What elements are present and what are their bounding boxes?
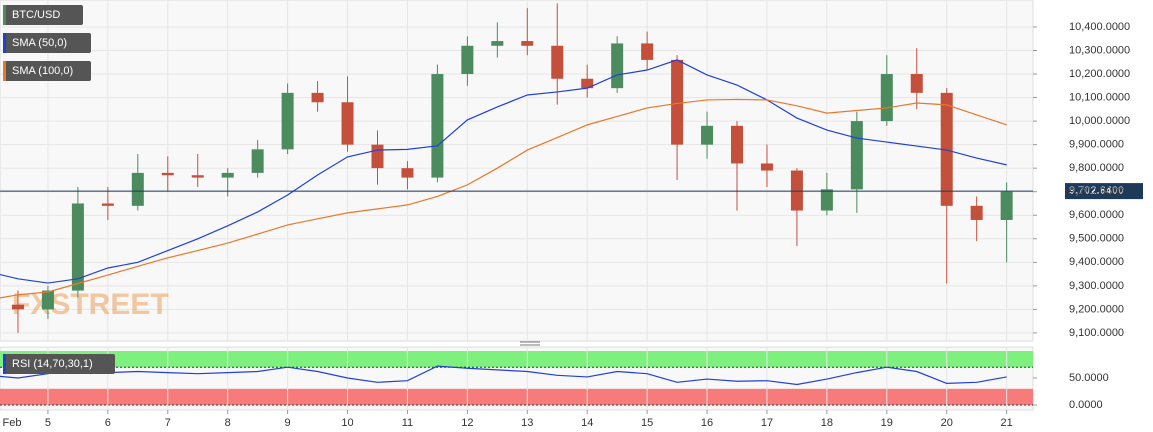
y-tick-label: 9,900.0000 (1069, 139, 1124, 151)
x-tick-label: 12 (461, 417, 473, 429)
y-tick-label: 9,700.0000 (1069, 186, 1124, 198)
legend-label: BTC/USD (12, 9, 60, 21)
candle-body (11, 304, 24, 310)
candle-body (641, 43, 654, 60)
candle-body (701, 125, 714, 145)
candle-body (551, 45, 564, 79)
candle-body (1000, 191, 1013, 220)
x-tick-label: 6 (105, 417, 111, 429)
candle-body (431, 74, 444, 178)
y-tick-label: 0.0000 (1069, 399, 1103, 411)
candle-body (221, 172, 234, 178)
x-tick-label: 14 (581, 417, 593, 429)
candle-body (790, 170, 803, 211)
legend-label: SMA (100,0) (12, 65, 73, 77)
y-tick-label: 10,000.0000 (1069, 115, 1130, 127)
candle-body (731, 125, 744, 164)
candle-body (131, 172, 144, 206)
candle-body (880, 74, 893, 122)
candle-body (611, 43, 624, 89)
y-tick-label: 10,300.0000 (1069, 44, 1130, 56)
candle-body (161, 172, 174, 176)
series-line (0, 98, 1007, 299)
legend-swatch (3, 61, 6, 81)
last-price-box (1065, 183, 1143, 200)
legend-label: SMA (50,0) (12, 37, 67, 49)
legend-box (3, 5, 83, 25)
candle-body (311, 92, 324, 103)
series-line (0, 365, 1007, 386)
x-tick-label: Feb (3, 417, 22, 429)
x-tick-label: 16 (701, 417, 713, 429)
y-tick-label: 10,200.0000 (1069, 68, 1130, 80)
y-tick-label: 9,300.0000 (1069, 280, 1124, 292)
candle-body (71, 203, 84, 291)
y-tick-label: 9,500.0000 (1069, 233, 1124, 245)
x-tick-label: 9 (285, 417, 291, 429)
candle-body (281, 92, 294, 150)
candle-body (371, 144, 384, 169)
legend-label: RSI (14,70,30,1) (12, 358, 93, 370)
rsi-band (0, 351, 1033, 368)
legend-swatch (3, 33, 6, 53)
rsi-band (0, 388, 1033, 405)
y-tick-label: 9,600.0000 (1069, 209, 1124, 221)
x-tick-label: 10 (341, 417, 353, 429)
candle-body (820, 189, 833, 211)
y-tick-label: 9,200.0000 (1069, 303, 1124, 315)
candle-body (850, 121, 863, 190)
candle-body (461, 45, 474, 75)
candle-body (251, 149, 264, 173)
x-tick-label: 8 (225, 417, 231, 429)
x-tick-label: 15 (641, 417, 653, 429)
x-tick-label: 19 (881, 417, 893, 429)
candle-body (41, 290, 54, 310)
candle-body (581, 78, 594, 89)
y-tick-label: 9,100.0000 (1069, 327, 1124, 339)
legend-swatch (3, 5, 6, 25)
candle-body (910, 74, 923, 93)
candle-body (491, 41, 504, 46)
legend-swatch (3, 354, 6, 374)
y-tick-label: 9,800.0000 (1069, 162, 1124, 174)
x-tick-label: 21 (1001, 417, 1013, 429)
candle-body (970, 205, 983, 220)
candle-body (760, 163, 773, 171)
candle-body (671, 59, 684, 145)
y-tick-label: 10,100.0000 (1069, 91, 1130, 103)
candle-body (940, 92, 953, 206)
x-tick-label: 7 (165, 417, 171, 429)
x-tick-label: 20 (941, 417, 953, 429)
y-tick-label: 9,400.0000 (1069, 256, 1124, 268)
x-tick-label: 18 (821, 417, 833, 429)
legend-box (3, 354, 115, 374)
candle-body (191, 175, 204, 178)
x-tick-label: 17 (761, 417, 773, 429)
candle-body (101, 203, 114, 206)
y-tick-label: 50.0000 (1069, 372, 1109, 384)
candle-body (521, 41, 534, 46)
candle-body (341, 102, 354, 145)
legend-box (3, 61, 91, 81)
x-tick-label: 5 (45, 417, 51, 429)
x-tick-label: 11 (402, 417, 413, 429)
last-price-label: 9,702.6400 (1069, 185, 1124, 197)
x-tick-label: 13 (521, 417, 533, 429)
candle-body (401, 168, 414, 178)
series-line (0, 59, 1007, 284)
legend-box (3, 33, 91, 53)
y-tick-label: 10,400.0000 (1069, 21, 1130, 33)
splitter[interactable] (520, 341, 540, 346)
